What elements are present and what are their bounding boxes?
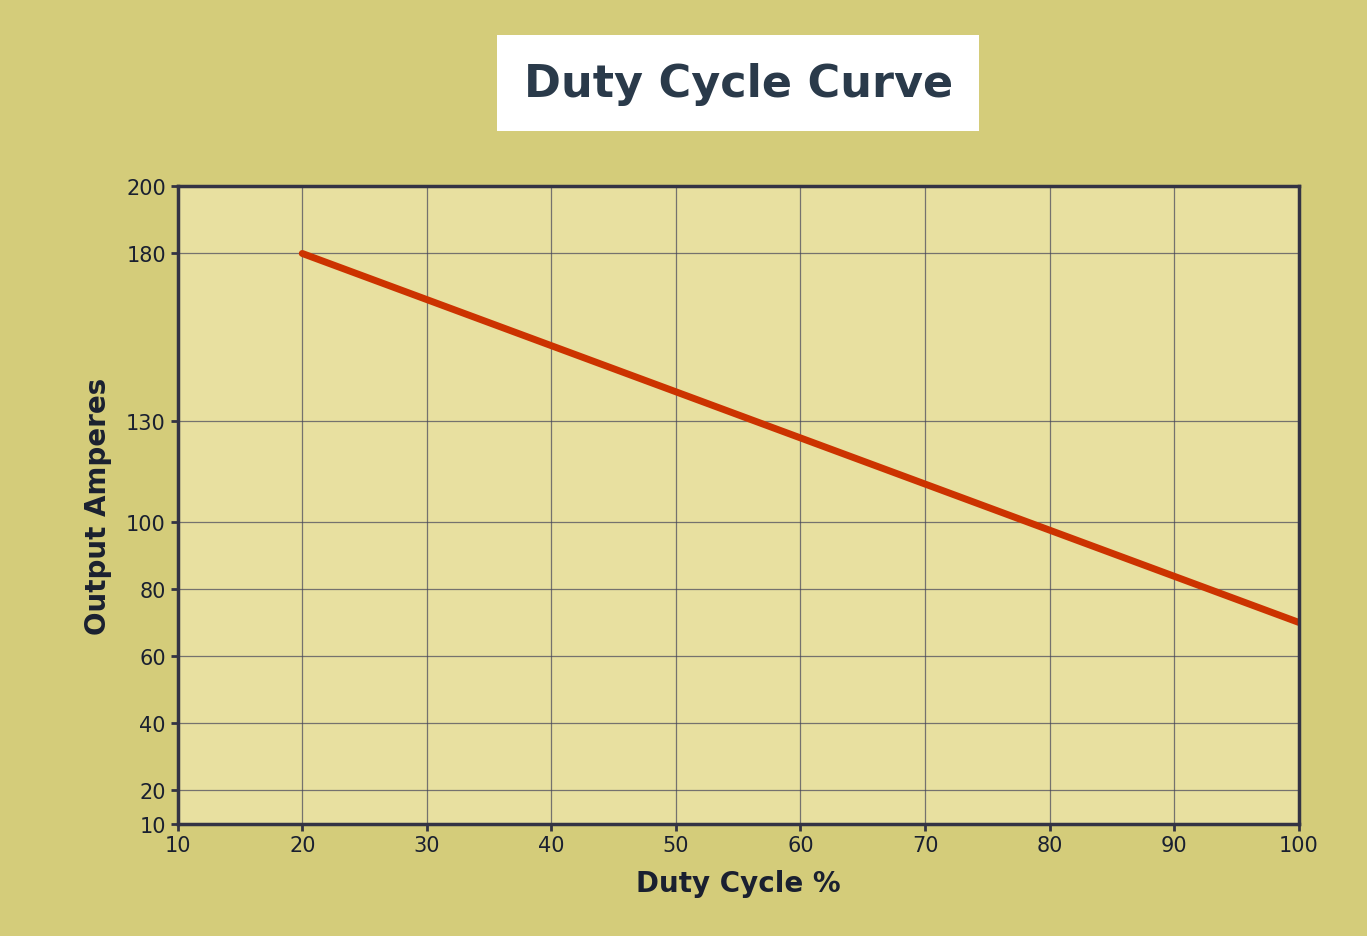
Y-axis label: Output Amperes: Output Amperes <box>85 377 112 634</box>
Text: Duty Cycle Curve: Duty Cycle Curve <box>524 63 953 106</box>
X-axis label: Duty Cycle %: Duty Cycle % <box>636 870 841 898</box>
